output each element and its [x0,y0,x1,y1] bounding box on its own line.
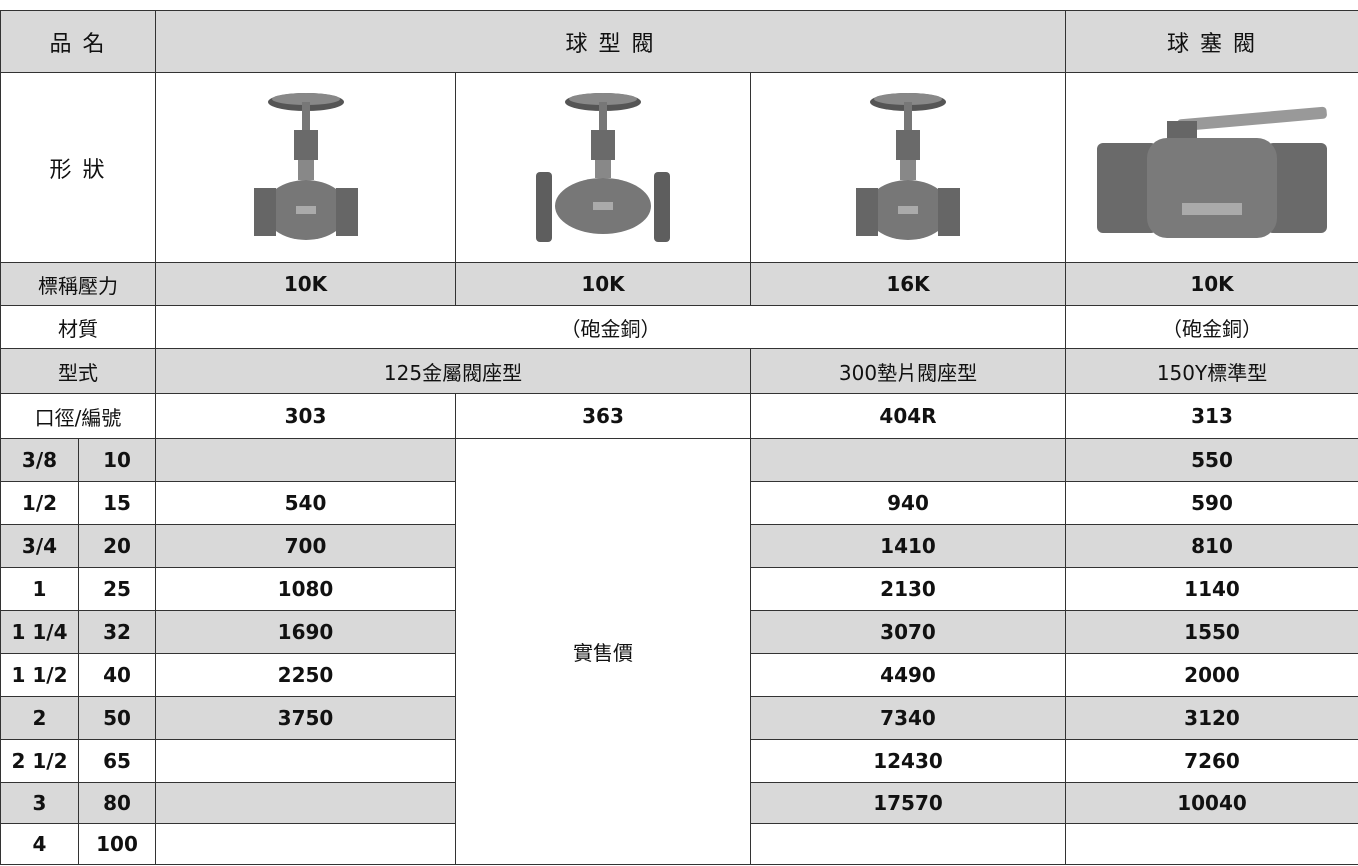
table-row: 2 50 3750 7340 3120 [0,696,1358,740]
price: 700 [155,524,456,568]
size-inch: 4 [0,823,79,865]
price: 2250 [155,653,456,697]
size-mm: 50 [78,696,156,740]
price: 940 [749,481,1067,525]
table-row: 材質 （砲金銅） （砲金銅） [0,305,1358,349]
type-value: 300墊片閥座型 [749,348,1067,394]
price: 7260 [1065,739,1358,783]
price-note: 實售價 [455,438,751,865]
table-row: 型式 125金屬閥座型 300墊片閥座型 150Y標準型 [0,348,1358,394]
price: 810 [1065,524,1358,568]
size-mm: 40 [78,653,156,697]
model-value: 404R [749,393,1067,439]
table-row: 1 1/2 40 2250 4490 2000 [0,653,1358,697]
globe-valve-image [253,92,358,240]
price: 3070 [749,610,1067,654]
size-mm: 25 [78,567,156,611]
price [749,438,1067,482]
price: 4490 [749,653,1067,697]
table-row: 形 狀 [0,72,1358,263]
size-inch: 1 [0,567,79,611]
price: 550 [1065,438,1358,482]
table-row: 2 1/2 65 12430 7260 [0,739,1358,783]
image-cell [1065,72,1358,263]
size-mm: 15 [78,481,156,525]
row-label: 標稱壓力 [0,262,156,306]
size-mm: 32 [78,610,156,654]
price: 17570 [749,782,1067,824]
size-inch: 3 [0,782,79,824]
pressure-value: 10K [1065,262,1358,306]
row-label: 形 狀 [0,72,156,263]
table-row: 3/8 10 實售價 550 [0,438,1358,865]
price [155,782,456,824]
table-row: 3 80 17570 10040 [0,782,1358,824]
table-row: 品 名球 型 閥球 塞 閥 [0,10,1358,73]
price: 1690 [155,610,456,654]
size-inch: 3/4 [0,524,79,568]
pressure-value: 10K [455,262,751,306]
pressure-value: 16K [749,262,1067,306]
flanged-globe-valve-image [536,92,670,242]
header-cell: 品 名 [0,10,156,73]
globe-valve-image [856,92,960,240]
price: 2000 [1065,653,1358,697]
material-value: （砲金銅） [154,305,1067,349]
size-mm: 20 [78,524,156,568]
price [155,438,456,482]
type-value: 150Y標準型 [1065,348,1358,394]
table-row: 標稱壓力 10K 10K 16K 10K [0,262,1358,306]
table-body: 品 名球 型 閥球 塞 閥形 狀標稱壓力 10K 10K 16K 10K 材質 （砲金銅）（… [0,10,1358,865]
model-value: 303 [155,393,456,439]
table-row: 1 25 1080 2130 1140 [0,567,1358,611]
price: 1410 [749,524,1067,568]
size-inch: 1 1/2 [0,653,79,697]
ball-valve-image [1097,106,1328,238]
material-value: （砲金銅） [1065,305,1358,349]
price: 540 [155,481,456,525]
header-cell: 球 塞 閥 [1065,10,1358,73]
size-mm: 80 [78,782,156,824]
price: 590 [1065,481,1358,525]
pressure-value: 10K [155,262,456,306]
image-cell [749,72,1067,263]
price: 1080 [155,567,456,611]
price [1065,823,1358,865]
table-row: 3/4 20 700 1410 810 [0,524,1358,568]
size-inch: 1 1/4 [0,610,79,654]
table-row: 口徑/編號 303 363 404R 313 [0,393,1358,439]
table-row: 1/2 15 540 940 590 [0,481,1358,525]
row-label: 材質 [0,305,156,349]
size-mm: 10 [78,438,156,482]
price: 1550 [1065,610,1358,654]
size-mm: 65 [78,739,156,783]
price [155,823,456,865]
image-cell [455,72,751,263]
size-mm: 100 [78,823,156,865]
price: 10040 [1065,782,1358,824]
price: 12430 [749,739,1067,783]
model-value: 363 [455,393,751,439]
price [749,823,1067,865]
price: 3120 [1065,696,1358,740]
price: 3750 [155,696,456,740]
size-inch: 2 1/2 [0,739,79,783]
table-row: 4 100 [0,823,1358,865]
price: 7340 [749,696,1067,740]
image-cell [155,72,456,263]
size-inch: 2 [0,696,79,740]
size-inch: 3/8 [0,438,79,482]
row-label: 型式 [0,348,156,394]
model-value: 313 [1065,393,1358,439]
price: 1140 [1065,567,1358,611]
size-inch: 1/2 [0,481,79,525]
type-value: 125金屬閥座型 [155,348,751,394]
price-table: 品 名球 型 閥球 塞 閥形 狀標稱壓力 10K 10K 16K 10K 材質 （砲金銅）（… [0,10,1358,865]
header-cell: 球 型 閥 [154,10,1067,73]
row-label: 口徑/編號 [0,393,156,439]
price [155,739,456,783]
table-row: 1 1/4 32 1690 3070 1550 [0,610,1358,654]
price: 2130 [749,567,1067,611]
